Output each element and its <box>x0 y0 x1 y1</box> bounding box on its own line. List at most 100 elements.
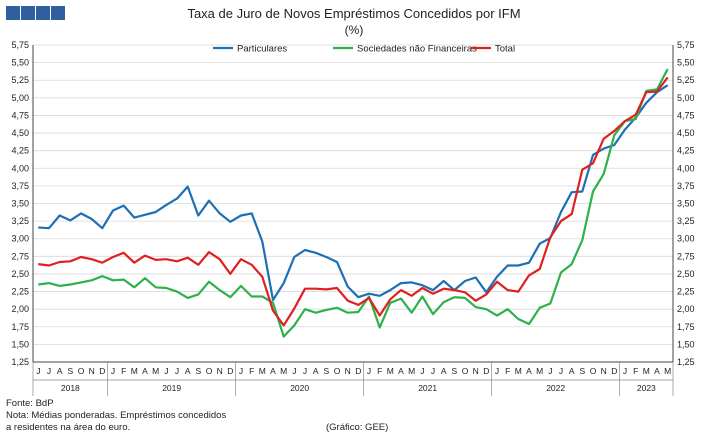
source-note: Fonte: BdP <box>6 398 54 409</box>
y-tick-label-left: 3,75 <box>11 181 29 191</box>
x-tick-label: A <box>398 366 404 376</box>
x-tick-label: A <box>569 366 575 376</box>
x-tick-label: M <box>387 366 394 376</box>
legend-label: Sociedades não Financeiras <box>357 44 477 55</box>
y-tick-label-right: 3,50 <box>677 199 695 209</box>
y-tick-label-right: 1,25 <box>677 357 695 367</box>
y-tick-label-right: 3,00 <box>677 234 695 244</box>
y-tick-label-left: 3,00 <box>11 234 29 244</box>
x-tick-label: M <box>536 366 543 376</box>
x-tick-label: M <box>131 366 138 376</box>
x-tick-label: N <box>89 366 95 376</box>
x-tick-label: M <box>664 366 671 376</box>
series-line <box>38 84 669 302</box>
x-tick-label: M <box>280 366 287 376</box>
y-tick-label-left: 5,25 <box>11 75 29 85</box>
x-tick-label: S <box>451 366 457 376</box>
x-tick-label: M <box>408 366 415 376</box>
year-label: 2023 <box>637 383 656 393</box>
year-label: 2018 <box>61 383 80 393</box>
y-tick-label-right: 5,50 <box>677 58 695 68</box>
x-tick-label: J <box>623 366 627 376</box>
x-tick-label: A <box>270 366 276 376</box>
series-line <box>38 68 669 338</box>
x-tick-label: M <box>152 366 159 376</box>
gridlines <box>33 44 673 363</box>
y-tick-label-left: 4,50 <box>11 128 29 138</box>
y-tick-label-left: 5,00 <box>11 93 29 103</box>
header-block <box>6 6 20 20</box>
y-tick-label-left: 2,75 <box>11 251 29 261</box>
header-blocks <box>6 6 66 20</box>
x-tick-label: O <box>462 366 469 376</box>
y-tick-label-right: 3,75 <box>677 181 695 191</box>
y-tick-label-right: 2,00 <box>677 304 695 314</box>
x-tick-label: J <box>559 366 563 376</box>
legend: Particulares Sociedades não Financeiras To… <box>213 44 515 55</box>
x-tick-label: J <box>164 366 168 376</box>
header-block <box>36 6 50 20</box>
x-tick-label: D <box>227 366 233 376</box>
footer-notes: Fonte: BdP Nota: Médias ponderadas. Empr… <box>6 398 226 434</box>
x-tick-label: D <box>355 366 361 376</box>
y-tick-label-right: 5,75 <box>677 40 695 50</box>
x-tick-label: J <box>495 366 499 376</box>
year-label: 2021 <box>418 383 437 393</box>
y-tick-label-right: 3,25 <box>677 216 695 226</box>
x-tick-label: J <box>175 366 179 376</box>
x-tick-label: F <box>505 366 510 376</box>
y-tick-label-right: 1,75 <box>677 322 695 332</box>
x-tick-label: F <box>377 366 382 376</box>
x-tick-label: N <box>345 366 351 376</box>
y-tick-label-right: 2,50 <box>677 269 695 279</box>
y-tick-label-left: 2,50 <box>11 269 29 279</box>
x-tick-label: A <box>313 366 319 376</box>
y-tick-label-left: 3,50 <box>11 199 29 209</box>
header-block <box>51 6 65 20</box>
x-tick-label: M <box>515 366 522 376</box>
x-tick-label: J <box>431 366 435 376</box>
x-tick-label: S <box>323 366 329 376</box>
x-tick-label: M <box>643 366 650 376</box>
x-tick-label: J <box>36 366 40 376</box>
x-tick-label: J <box>303 366 307 376</box>
y-tick-label-left: 3,25 <box>11 216 29 226</box>
x-tick-label: A <box>654 366 660 376</box>
x-tick-label: S <box>195 366 201 376</box>
y-tick-label-left: 5,75 <box>11 40 29 50</box>
year-label: 2022 <box>546 383 565 393</box>
x-tick-label: F <box>633 366 638 376</box>
x-tick-label: J <box>111 366 115 376</box>
x-tick-label: O <box>334 366 341 376</box>
x-tick-label: F <box>249 366 254 376</box>
x-tick-label: A <box>526 366 532 376</box>
y-tick-label-left: 1,50 <box>11 339 29 349</box>
x-tick-label: D <box>611 366 617 376</box>
x-tick-label: J <box>548 366 552 376</box>
x-tick-label: N <box>217 366 223 376</box>
x-tick-label: F <box>121 366 126 376</box>
year-label: 2019 <box>162 383 181 393</box>
x-tick-label: J <box>420 366 424 376</box>
y-axis-left: 1,25 1,50 1,75 2,00 2,25 2,50 2,75 3,00 3,25 3,50… <box>11 40 34 367</box>
x-tick-label: S <box>579 366 585 376</box>
x-tick-label: J <box>239 366 243 376</box>
y-tick-label-right: 4,75 <box>677 110 695 120</box>
x-tick-label: O <box>590 366 597 376</box>
series-line <box>38 76 669 327</box>
y-tick-label-left: 1,25 <box>11 357 29 367</box>
x-tick-label: J <box>47 366 51 376</box>
y-tick-label-right: 1,50 <box>677 339 695 349</box>
x-tick-label: M <box>259 366 266 376</box>
year-label: 2020 <box>290 383 309 393</box>
x-tick-label: A <box>185 366 191 376</box>
y-tick-label-right: 2,75 <box>677 251 695 261</box>
y-tick-label-right: 5,00 <box>677 93 695 103</box>
y-tick-label-right: 4,00 <box>677 163 695 173</box>
y-tick-label-left: 1,75 <box>11 322 29 332</box>
chart-title: Taxa de Juro de Novos Empréstimos Conced… <box>187 6 520 21</box>
x-tick-label: J <box>367 366 371 376</box>
y-tick-label-left: 5,50 <box>11 58 29 68</box>
chart-subtitle: (%) <box>345 23 364 37</box>
